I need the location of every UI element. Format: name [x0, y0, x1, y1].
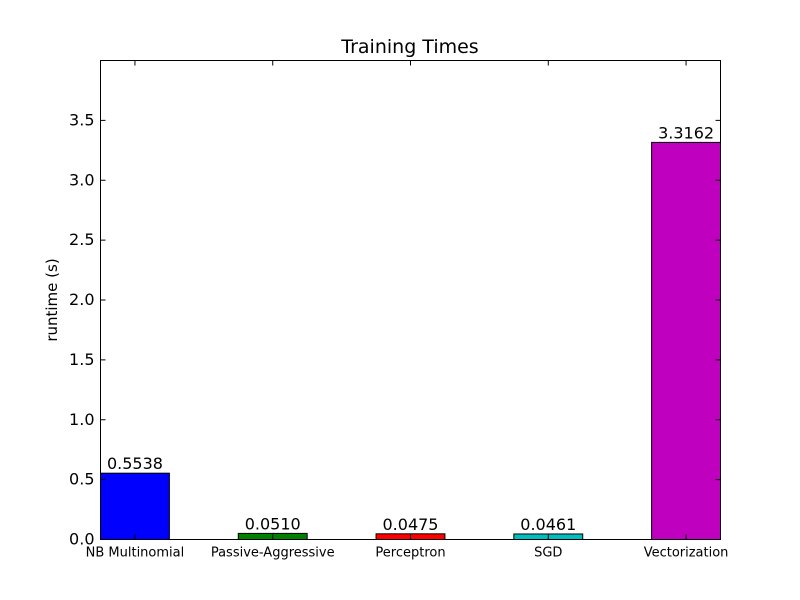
value-label: 3.3162 — [658, 123, 714, 142]
x-tick-label: Passive-Aggressive — [211, 546, 335, 561]
x-tick-label: NB Multinomial — [86, 546, 185, 561]
x-tick-label: Vectorization — [644, 546, 729, 561]
y-tick-label: 2.5 — [69, 230, 94, 249]
y-tick-label: 3.5 — [69, 110, 94, 129]
y-axis-ticks: 0.0 0.5 1.0 1.5 2.0 2.5 3.0 3.5 — [69, 110, 721, 549]
y-tick-label: 3.0 — [69, 170, 94, 189]
x-tick-label: Perceptron — [375, 546, 445, 561]
x-axis-ticks: NB Multinomial Passive-Aggressive Perceptr… — [86, 60, 729, 561]
value-label: 0.0475 — [383, 515, 439, 534]
bar-nb-multinomial — [100, 472, 170, 541]
bar-vectorization — [651, 141, 721, 541]
value-label: 0.0461 — [520, 515, 576, 534]
value-labels-group: 0.5538 0.0510 0.0475 0.0461 3.3162 — [107, 123, 714, 534]
bars-group — [100, 141, 721, 541]
chart-title: Training Times — [340, 36, 478, 58]
plot-frame — [100, 60, 721, 540]
y-tick-label: 1.0 — [69, 410, 94, 429]
value-label: 0.5538 — [107, 454, 163, 473]
y-tick-label: 0.5 — [69, 470, 94, 489]
y-tick-label: 1.5 — [69, 350, 94, 369]
value-label: 0.0510 — [245, 514, 301, 533]
x-tick-label: SGD — [534, 546, 562, 561]
y-tick-label: 0.0 — [69, 530, 94, 549]
y-tick-label: 2.0 — [69, 290, 94, 309]
y-axis-label: runtime (s) — [43, 258, 61, 341]
